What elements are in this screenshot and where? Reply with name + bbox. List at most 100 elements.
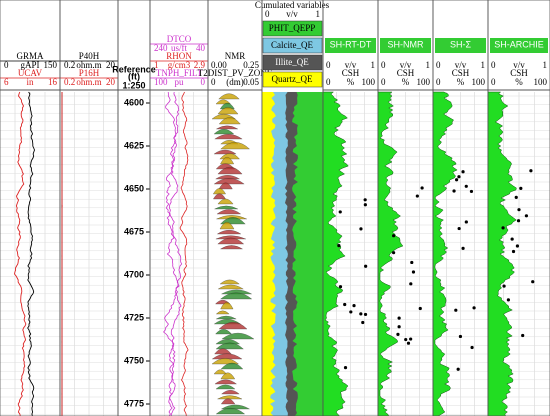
csh-min: 0	[436, 77, 441, 87]
depth-label: 4625	[124, 140, 144, 150]
core-point	[404, 337, 408, 342]
depth-title: Reference	[112, 64, 156, 74]
nmr-spectrum	[219, 153, 240, 160]
nmr-spectrum	[213, 178, 245, 185]
csh-max: 100	[472, 77, 486, 87]
nmr-spectrum	[217, 395, 243, 400]
nmr-scale-max: 0.05	[243, 77, 259, 87]
curve-name: DTCO	[167, 34, 192, 44]
depth-label: 4650	[124, 183, 144, 193]
scale-max: 1	[371, 60, 376, 70]
scale-unit: v/v	[400, 60, 412, 70]
curve-name: TNPH_FILT	[156, 68, 203, 78]
csh-min: 0	[326, 77, 331, 87]
core-point	[461, 170, 465, 174]
nmr-spectrum	[217, 166, 243, 175]
nmr-spectrum	[211, 353, 243, 360]
core-point	[363, 198, 367, 202]
core-point	[363, 312, 368, 317]
csh-unit: %	[515, 77, 523, 87]
core-point	[519, 186, 523, 190]
core-point	[511, 249, 516, 254]
core-point	[464, 184, 468, 188]
cum-max: 1	[316, 9, 321, 19]
cum-min: 0	[265, 9, 270, 19]
core-point	[501, 226, 505, 230]
nmr-spectrum	[215, 407, 246, 415]
nmr-spectrum	[213, 188, 226, 195]
scale-min: 0.2	[64, 77, 75, 87]
sat-fill	[377, 91, 404, 416]
core-point	[457, 175, 461, 179]
depth-label: 4700	[124, 269, 144, 279]
scale-unit: in	[26, 77, 34, 87]
nmr-spectrum	[221, 332, 255, 340]
core-point	[406, 341, 411, 345]
scale-min: 6	[4, 77, 9, 87]
scale-min: 0	[326, 60, 331, 70]
core-point	[454, 308, 458, 312]
core-point	[364, 264, 368, 268]
curve-name: UCAV	[18, 68, 43, 78]
legend-label: Calcite_QE	[271, 40, 313, 50]
core-point	[454, 178, 459, 182]
scale-unit: pu	[175, 77, 185, 87]
core-point	[529, 169, 533, 173]
scale-unit: ohm.m	[76, 60, 101, 70]
core-point	[337, 244, 341, 248]
core-point	[458, 334, 463, 339]
csh-name: CSH	[397, 68, 415, 78]
nmr-spectrum	[217, 198, 234, 205]
core-point	[452, 189, 456, 193]
core-point	[338, 210, 342, 214]
log-curve	[27, 91, 35, 416]
nmr-spectrum	[221, 390, 240, 395]
core-point	[392, 234, 396, 238]
scale-unit: v/v	[345, 60, 357, 70]
csh-unit: %	[402, 77, 410, 87]
core-point	[515, 244, 520, 248]
nmr-spectrum	[215, 342, 244, 350]
scale-max: 1	[481, 60, 486, 70]
csh-min: 0	[491, 77, 496, 87]
core-point	[418, 306, 422, 311]
sat-fill	[322, 91, 349, 416]
nmr-spectrum	[219, 221, 235, 230]
core-point	[359, 312, 363, 316]
core-point	[415, 194, 419, 198]
scale-unit: v/v	[455, 60, 467, 70]
core-point	[516, 219, 521, 223]
track-name: SH-RT-DT	[330, 39, 372, 49]
legend-swatch	[262, 37, 323, 54]
nmr-zone: T2DIST_PV_ZONE	[198, 68, 273, 78]
core-point	[411, 270, 416, 274]
depth-label: 4725	[124, 312, 144, 322]
nmr-spectrum	[220, 362, 244, 370]
nmr-spectrum	[221, 289, 253, 295]
cum-fill	[262, 92, 276, 416]
nmr-spectrum	[221, 398, 236, 405]
nmr-spectrum	[218, 93, 240, 100]
track-name: SH-Σ	[450, 39, 471, 49]
nmr-spectrum	[217, 237, 245, 245]
nmr-scale-min: 0	[211, 77, 216, 87]
nmr-spectrum	[217, 107, 239, 115]
track-border	[487, 0, 550, 416]
scale-min: 0	[491, 60, 496, 70]
sat-fill	[432, 91, 458, 416]
scale-min: 240	[154, 43, 168, 53]
core-point	[514, 195, 518, 199]
core-point	[352, 304, 356, 308]
scale-unit: ohm.m	[76, 77, 101, 87]
nmr-min: 0.00	[211, 60, 227, 70]
core-point	[517, 208, 521, 212]
curve-name: RHON	[166, 51, 192, 61]
csh-max: 100	[417, 77, 431, 87]
scale-max: 0	[201, 77, 206, 87]
nmr-spectrum	[215, 175, 241, 180]
log-curve	[163, 91, 180, 416]
core-point	[409, 282, 413, 286]
core-point	[510, 237, 514, 241]
nmr-spectrum	[211, 358, 239, 365]
track-bar	[325, 38, 376, 53]
